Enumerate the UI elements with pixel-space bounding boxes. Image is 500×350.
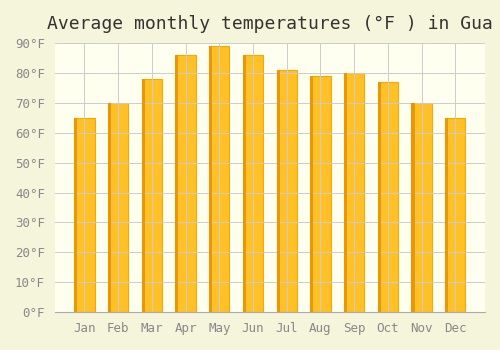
- Bar: [344, 73, 364, 312]
- Bar: [378, 82, 381, 312]
- Bar: [412, 103, 414, 312]
- Bar: [243, 55, 263, 312]
- Bar: [378, 82, 398, 312]
- Bar: [108, 103, 128, 312]
- Title: Average monthly temperatures (°F ) in Gua: Average monthly temperatures (°F ) in Gu…: [47, 15, 493, 33]
- Bar: [209, 46, 212, 312]
- Bar: [310, 76, 330, 312]
- Bar: [108, 103, 111, 312]
- Bar: [176, 55, 178, 312]
- Bar: [276, 70, 297, 312]
- Bar: [412, 103, 432, 312]
- Bar: [276, 70, 280, 312]
- Bar: [445, 118, 448, 312]
- Bar: [142, 79, 145, 312]
- Bar: [142, 79, 162, 312]
- Bar: [445, 118, 466, 312]
- Bar: [74, 118, 94, 312]
- Bar: [176, 55, 196, 312]
- Bar: [344, 73, 347, 312]
- Bar: [74, 118, 78, 312]
- Bar: [310, 76, 314, 312]
- Bar: [209, 46, 230, 312]
- Bar: [243, 55, 246, 312]
